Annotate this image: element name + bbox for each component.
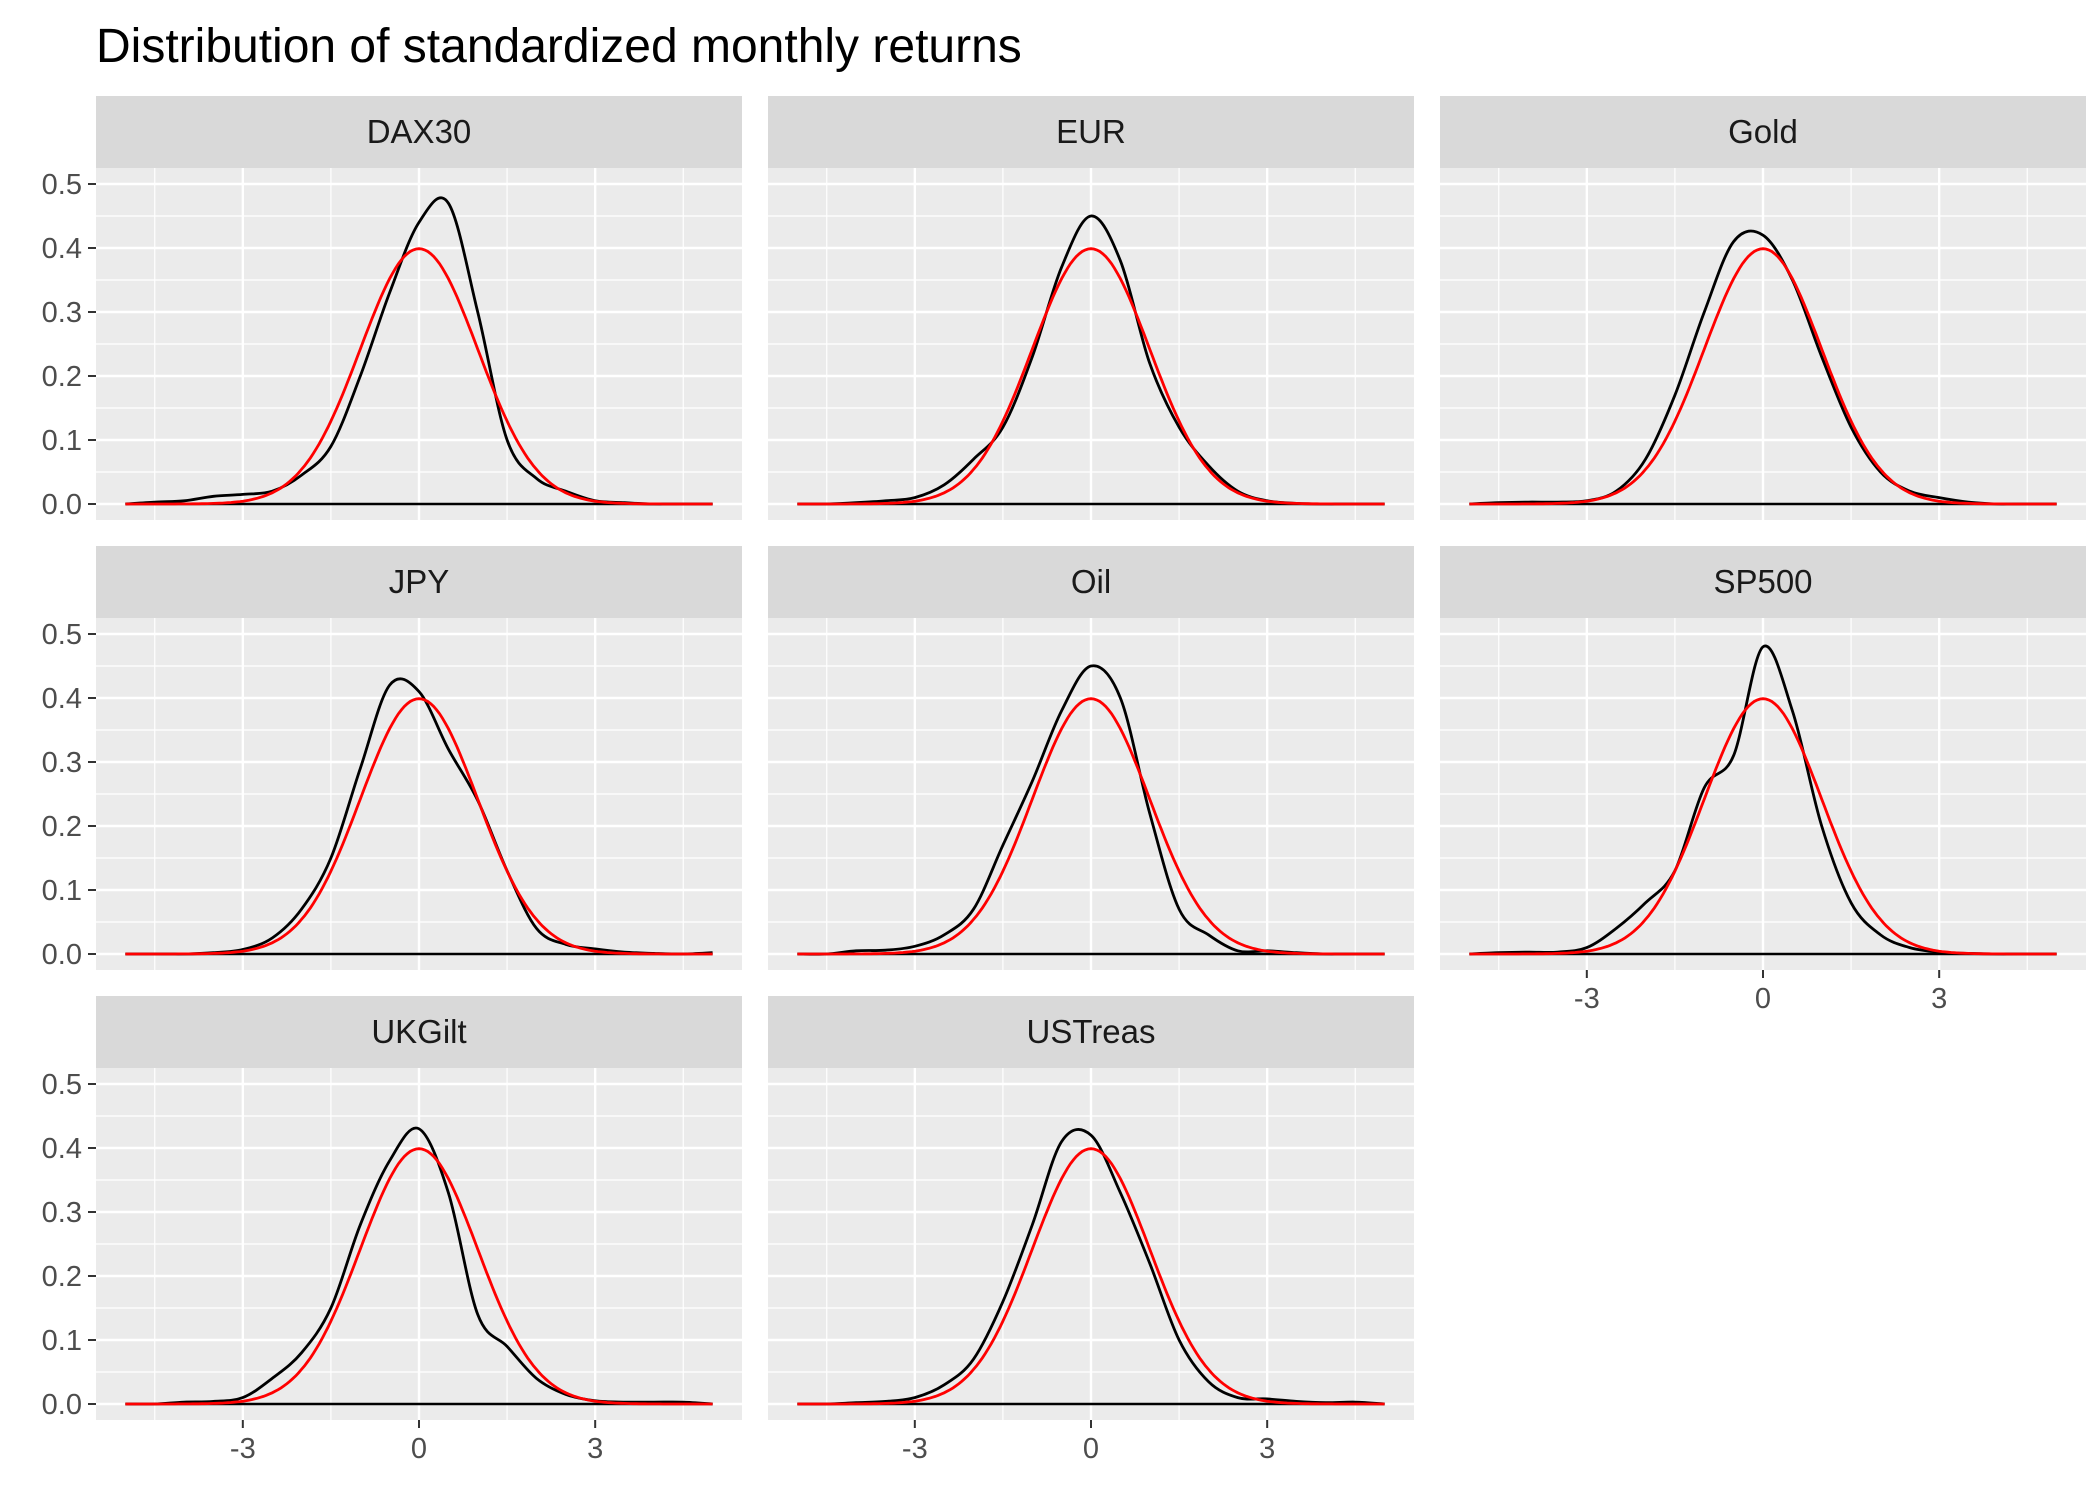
- y-tick-label: 0.1: [42, 875, 82, 907]
- y-tick-label: 0.5: [42, 169, 82, 201]
- normal-density-line: [125, 1147, 713, 1406]
- facet-strip: [96, 996, 742, 1068]
- normal-density-line: [797, 697, 1385, 956]
- facet-panel-ustreas: USTreas -3 0 3: [768, 996, 1414, 1465]
- facet-strip: [96, 546, 742, 618]
- facet-panel-ukgilt: UKGilt 0.0 0.1 0.2 0.3 0.4 0.5 -3 0 3: [42, 996, 742, 1465]
- y-tick-label: 0.0: [42, 489, 82, 521]
- y-tick-label: 0.3: [42, 1197, 82, 1229]
- x-tick-label: 3: [587, 1433, 603, 1465]
- facet-strip: [1440, 96, 2086, 168]
- x-tick-label: 3: [1931, 983, 1947, 1015]
- facet-strip-label: EUR: [1056, 113, 1126, 150]
- normal-density-line: [797, 1147, 1385, 1406]
- facet-grid: DAX30 0.0 0.1 0.2 0.3 0.4 0.5 EUR Gold JPY 0.0 0.1 0…: [42, 96, 2086, 1465]
- facet-strip-label: JPY: [389, 563, 450, 600]
- normal-density-line: [125, 247, 713, 506]
- normal-density-line: [797, 247, 1385, 506]
- y-tick-label: 0.1: [42, 425, 82, 457]
- x-tick-label: -3: [1574, 983, 1600, 1015]
- x-tick-label: 0: [411, 1433, 427, 1465]
- facet-strip-label: Gold: [1728, 113, 1798, 150]
- facet-strip: [768, 546, 1414, 618]
- facet-panel-gold: Gold: [1440, 96, 2086, 520]
- y-tick-label: 0.2: [42, 811, 82, 843]
- facet-strip-label: Oil: [1071, 563, 1111, 600]
- y-tick-label: 0.4: [42, 1133, 82, 1165]
- empirical-density-line: [797, 1128, 1385, 1406]
- facet-panel-dax30: DAX30 0.0 0.1 0.2 0.3 0.4 0.5: [42, 96, 742, 521]
- x-tick-label: 0: [1755, 983, 1771, 1015]
- x-tick-label: -3: [230, 1433, 256, 1465]
- facet-strip-label: DAX30: [367, 113, 472, 150]
- facet-panel-jpy: JPY 0.0 0.1 0.2 0.3 0.4 0.5: [42, 546, 742, 971]
- facet-panel-eur: EUR: [768, 96, 1414, 520]
- facet-strip: [768, 996, 1414, 1068]
- facet-strip-label: SP500: [1713, 563, 1812, 600]
- normal-density-line: [125, 697, 713, 956]
- y-tick-label: 0.0: [42, 939, 82, 971]
- y-tick-label: 0.2: [42, 1261, 82, 1293]
- y-tick-label: 0.0: [42, 1389, 82, 1421]
- facet-strip: [96, 96, 742, 168]
- y-tick-label: 0.4: [42, 233, 82, 265]
- y-tick-label: 0.3: [42, 297, 82, 329]
- x-tick-label: 3: [1259, 1433, 1275, 1465]
- chart-title: Distribution of standardized monthly ret…: [96, 20, 1022, 73]
- y-tick-label: 0.3: [42, 747, 82, 779]
- y-tick-label: 0.5: [42, 1069, 82, 1101]
- facet-panel-oil: Oil: [768, 546, 1414, 970]
- normal-density-line: [1469, 697, 2057, 956]
- y-tick-label: 0.4: [42, 683, 82, 715]
- facet-strip: [768, 96, 1414, 168]
- y-tick-label: 0.5: [42, 619, 82, 651]
- x-tick-label: 0: [1083, 1433, 1099, 1465]
- y-tick-label: 0.2: [42, 361, 82, 393]
- x-tick-label: -3: [902, 1433, 928, 1465]
- normal-density-line: [1469, 247, 2057, 506]
- facet-strip: [1440, 546, 2086, 618]
- facet-panel-sp500: SP500 -3 0 3: [1440, 546, 2086, 1015]
- y-tick-label: 0.1: [42, 1325, 82, 1357]
- facet-strip-label: UKGilt: [371, 1013, 466, 1050]
- facet-strip-label: USTreas: [1027, 1013, 1156, 1050]
